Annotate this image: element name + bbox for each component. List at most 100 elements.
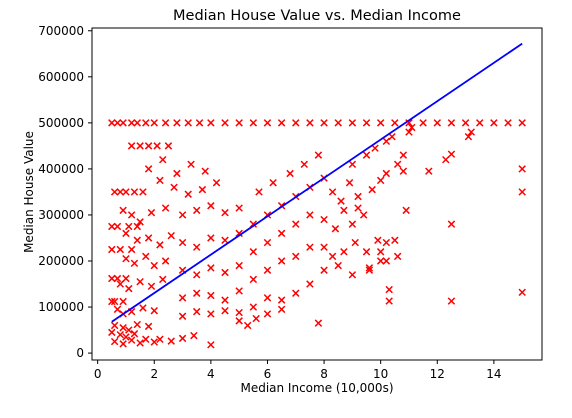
scatter-point [144,234,153,242]
scatter-point [164,142,173,150]
scatter-point [300,160,308,169]
scatter-point [192,307,201,316]
scatter-point [178,334,187,343]
scatter-point [391,236,399,245]
scatter-point [167,337,175,345]
scatter-point [142,252,150,261]
scatter-point [334,261,342,270]
scatter-point [433,119,442,127]
scatter-point [221,119,229,127]
scatter-point [382,169,391,178]
scatter-point [249,119,258,127]
chart-title: Median House Value vs. Median Income [173,8,461,24]
x-tick-label: 12 [430,367,445,381]
x-tick-label: 8 [320,367,328,381]
scatter-point [192,206,201,215]
scatter-point [161,204,170,212]
scatter-point [221,268,229,277]
scatter-point [192,271,201,279]
scatter-point [328,188,337,196]
scatter-point [263,266,272,274]
x-tick-label: 10 [373,367,388,381]
scatter-point [116,330,125,339]
y-axis-title: Median House Value [22,131,36,253]
scatter-point [382,257,391,265]
scatter-point [187,160,195,169]
scatter-point [133,236,142,245]
y-tick-label: 300000 [38,208,84,222]
scatter-point [221,208,229,217]
scatter-point [348,220,357,228]
scatter-point [184,119,192,127]
scatter-point [306,211,314,219]
scatter-point [348,160,357,169]
scatter-point [130,188,139,196]
scatter-point [136,277,144,286]
scatter-point [127,336,136,344]
scatter-point [125,222,133,231]
y-tick-label: 400000 [38,162,84,176]
x-tick-label: 6 [264,367,272,381]
scatter-point [351,238,359,247]
scatter-point [408,123,416,132]
scatter-point [116,245,125,254]
scatter-point [110,297,119,306]
scatter-point [108,297,116,306]
scatter-point [235,119,243,127]
scatter-point [476,119,484,127]
x-tick-label: 0 [94,367,102,381]
scatter-point [127,211,136,219]
scatter-point [249,303,258,311]
scatter-point [122,274,130,283]
scatter-point [125,326,133,334]
scatter-point [221,296,229,304]
x-axis-title: Median Income (10,000s) [240,381,393,395]
scatter-point [136,339,144,347]
scatter-point [368,185,376,194]
scatter-point [133,119,142,127]
scatter-point [292,252,300,261]
scatter-point [119,324,127,332]
scatter-point [198,185,207,194]
scatter-point [334,119,342,127]
scatter-point [119,340,127,348]
scatter-point [376,119,385,127]
scatter-point [110,337,119,346]
scatter-point [119,297,127,306]
scatter-point [249,275,258,284]
axes-frame [91,27,543,361]
scatter-point [306,119,314,127]
scatter-point [113,274,122,283]
scatter-point [142,335,150,344]
scatter-point [518,188,526,196]
fit-line-layer [111,42,523,323]
y-tick-label: 100000 [38,300,84,314]
scatter-point [122,333,130,341]
scatter-point [518,165,526,173]
scatter-point [207,310,215,318]
scatter-point [108,119,116,127]
scatter-point [340,248,348,256]
scatter-point [235,287,243,295]
scatter-point [277,119,286,127]
scatter-point [178,294,187,302]
scatter-point [374,236,382,245]
scatter-point [376,176,385,185]
scatter-point [207,234,215,242]
scatter-point [314,319,323,327]
scatter-point [207,291,215,300]
scatter-point [159,275,167,284]
scatter-point [359,211,368,219]
scatter-point [144,142,153,150]
y-tick-label: 500000 [38,116,84,130]
scatter-point [130,259,139,268]
scatter-point [447,297,456,305]
scatter-point [490,119,498,127]
scatter-point [192,243,201,251]
scatter-point [108,222,116,231]
scatter-point [393,252,402,261]
scatter-point [345,178,354,187]
scatter-point [125,284,133,293]
scatter-point [277,296,286,304]
axes-layer [91,27,543,361]
